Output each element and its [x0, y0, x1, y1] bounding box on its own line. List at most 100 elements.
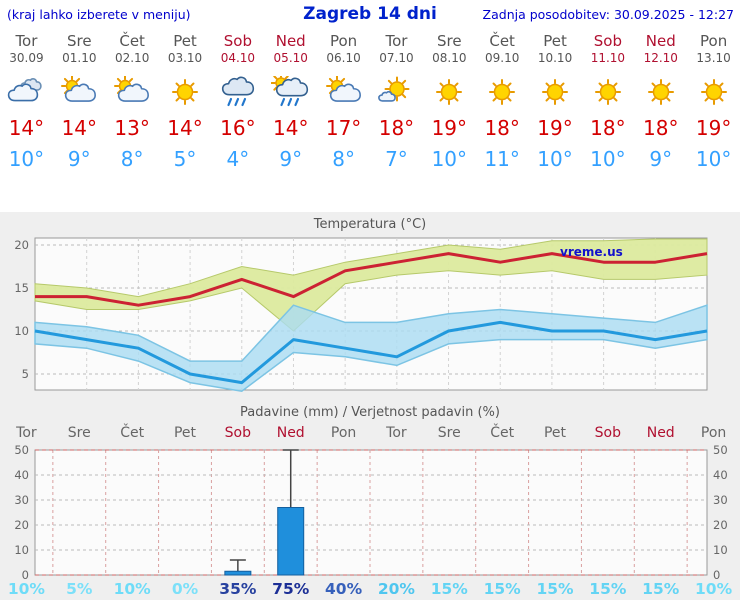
precip-day-label: Sob: [225, 425, 251, 441]
sun-icon: [594, 79, 621, 105]
day-low-temp: 4°: [226, 147, 250, 171]
day-date: 02.10: [114, 51, 150, 65]
day-date: 30.09: [9, 51, 44, 65]
precip-probability: 40%: [325, 580, 363, 598]
day-name: Pon: [700, 32, 728, 50]
day-column[interactable]: Sob 11.10 18° 10°: [581, 28, 634, 212]
day-column[interactable]: Pon 06.10 17° 8°: [317, 28, 370, 212]
cloud-icon: [329, 83, 361, 102]
day-date: 01.10: [62, 51, 97, 65]
precip-y-tick-left: 20: [14, 518, 29, 532]
day-low-temp: 8°: [120, 147, 144, 171]
day-high-temp: 19°: [537, 116, 573, 140]
precip-probability-row: 10% 5% 10% 0% 35% 75% 40% 20% 15% 15% 15% 15% 15% 10%: [8, 580, 733, 598]
precip-day-label: Sob: [595, 425, 621, 441]
precip-y-tick-right: 50: [713, 443, 728, 457]
day-column[interactable]: Sob 04.10 16° 4°: [211, 28, 264, 212]
precip-bar: [277, 507, 305, 576]
day-low-temp: 9°: [279, 147, 303, 171]
precip-probability: 10%: [695, 580, 733, 598]
day-column[interactable]: Pon 13.10 19° 10°: [687, 28, 740, 212]
partly-icon: [114, 76, 150, 102]
precip-day-label: Pon: [701, 425, 726, 441]
day-high-temp: 18°: [590, 116, 626, 140]
day-column[interactable]: Pet 10.10 19° 10°: [529, 28, 582, 212]
day-icon-wrap: [106, 70, 159, 114]
day-name: Sre: [437, 32, 462, 50]
day-icon-wrap: [529, 70, 582, 114]
partly-icon: [325, 76, 361, 102]
day-column[interactable]: Ned 05.10 14° 9°: [264, 28, 317, 212]
sun-icon: [489, 79, 516, 105]
precip-day-label: Čet: [120, 423, 144, 441]
day-name: Čet: [119, 32, 145, 50]
day-column[interactable]: Pet 03.10 14° 5°: [159, 28, 212, 212]
precip-y-tick-right: 20: [713, 518, 728, 532]
day-high-temp: 19°: [695, 116, 732, 140]
day-date: 09.10: [484, 51, 520, 65]
day-forecast-row: Tor 30.09 14° 10° Sre 01.10 14° 9° Čet 02.10 13° 8°…: [0, 28, 740, 212]
day-column[interactable]: Sre 01.10 14° 9°: [53, 28, 106, 212]
precip-probability: 15%: [642, 580, 680, 598]
sun-icon: [436, 79, 463, 105]
precip-y-tick-right: 0: [713, 568, 720, 582]
precipitation-chart-title: Padavine (mm) / Verjetnost padavin (%): [240, 405, 500, 420]
day-high-temp: 17°: [325, 116, 362, 140]
temp-y-tick: 10: [14, 324, 29, 338]
sunny-icon: [436, 79, 463, 105]
day-icon-wrap: [581, 70, 634, 114]
day-column[interactable]: Tor 07.10 18° 7°: [370, 28, 423, 212]
day-name: Pon: [329, 32, 358, 50]
precip-probability: 35%: [219, 580, 257, 598]
day-high-temp: 14°: [61, 116, 98, 140]
temp-min-line: [34, 320, 708, 385]
temp-min-band: [34, 304, 708, 392]
day-name: Ned: [645, 32, 676, 50]
day-low-temp: 11°: [484, 147, 520, 171]
precip-day-label: Sre: [68, 425, 91, 441]
temperature-chart: Temperatura (°C) 5 10 15 20 vreme.us: [14, 217, 708, 392]
precip-y-tick-left: 40: [14, 468, 29, 482]
precip-probability: 10%: [114, 580, 152, 598]
day-low-temp: 7°: [385, 147, 408, 171]
sunny-icon: [542, 79, 569, 105]
day-name: Pet: [543, 32, 567, 50]
temp-max-band: [34, 238, 708, 332]
day-high-temp: 19°: [431, 116, 468, 140]
rain-sun-icon: [270, 76, 308, 107]
day-icon-wrap: [317, 70, 370, 114]
day-column[interactable]: Čet 09.10 18° 11°: [476, 28, 529, 212]
day-column[interactable]: Čet 02.10 13° 8°: [106, 28, 159, 212]
day-date: 03.10: [167, 51, 203, 65]
precip-day-label: Ned: [277, 425, 305, 441]
page-title: Zagreb 14 dni: [303, 4, 437, 24]
day-low-temp: 10°: [695, 147, 732, 171]
day-icon-wrap: [53, 70, 106, 114]
precip-probability: 15%: [484, 580, 522, 598]
temp-grid: 5 10 15 20: [14, 238, 707, 390]
precip-probability: 15%: [431, 580, 469, 598]
day-low-temp: 5°: [173, 147, 197, 171]
day-column[interactable]: Ned 12.10 18° 9°: [634, 28, 687, 212]
sun-icon: [647, 79, 674, 105]
precip-day-label: Sre: [438, 425, 461, 441]
day-date: 13.10: [696, 51, 731, 65]
sunny-icon: [647, 79, 674, 105]
day-name: Čet: [489, 32, 515, 50]
sunny-icon: [700, 79, 727, 105]
day-date: 10.10: [537, 51, 573, 65]
precip-day-label: Pon: [331, 425, 356, 441]
day-column[interactable]: Sre 08.10 19° 10°: [423, 28, 476, 212]
day-date: 06.10: [326, 51, 361, 65]
raindrops-icon: [227, 97, 246, 107]
precip-day-label: Pet: [544, 425, 567, 441]
precip-probability: 75%: [272, 580, 310, 598]
day-icon-wrap: [370, 70, 423, 114]
day-icon-wrap: [476, 70, 529, 114]
day-icon-wrap: [159, 70, 212, 114]
day-column[interactable]: Tor 30.09 14° 10°: [0, 28, 53, 212]
day-high-temp: 18°: [643, 116, 679, 140]
day-icon-wrap: [211, 70, 264, 114]
precip-day-label: Tor: [385, 425, 407, 441]
watermark-link[interactable]: vreme.us: [560, 245, 623, 259]
